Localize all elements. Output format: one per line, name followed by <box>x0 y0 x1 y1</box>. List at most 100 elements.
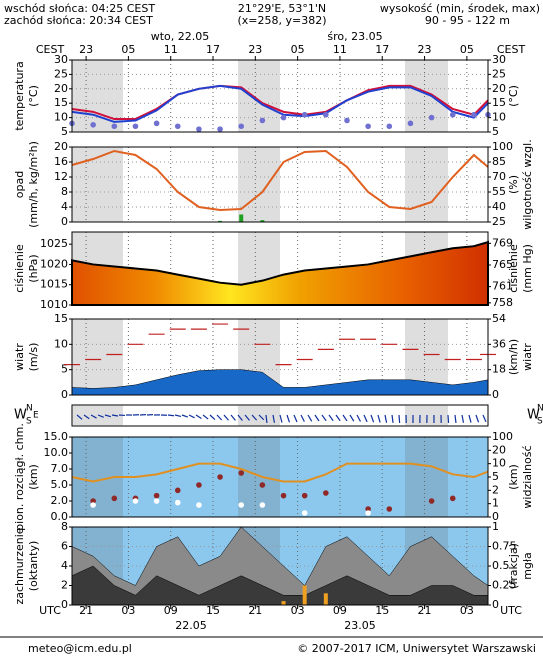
dot <box>259 482 266 488</box>
y-tick-label: 30 <box>492 53 506 66</box>
y-tick-label: 1 <box>492 520 499 533</box>
y-tick-label: 15 <box>492 96 506 109</box>
dot <box>217 126 223 132</box>
bottom-axis-label: UTC <box>39 604 61 617</box>
wind-arrow <box>237 414 243 421</box>
elevation-title: wysokość (min, środek, max) <box>380 2 540 15</box>
dot <box>238 470 245 476</box>
dot <box>217 474 223 480</box>
y-tick-label: 5 <box>61 363 68 376</box>
dot <box>111 123 118 130</box>
coords: 21°29'E, 53°1'N <box>238 2 326 15</box>
y-tick-label: 1010 <box>40 298 68 311</box>
bar <box>260 220 265 222</box>
dot <box>471 111 477 118</box>
wind-arrow <box>209 414 216 421</box>
wind-arrow <box>188 414 195 419</box>
y-tick-label: 12 <box>54 170 68 183</box>
bottom-date: 23.05 <box>344 619 376 632</box>
wind-arrow <box>454 414 457 423</box>
wind-arrow <box>90 414 97 419</box>
wind-arrow <box>272 414 276 423</box>
y2-axis-label: mgła <box>521 552 534 580</box>
y-tick-label: 100 <box>492 430 513 443</box>
top-tick-label: 23 <box>418 43 432 56</box>
wind-arrow <box>104 414 112 418</box>
y-axis-label: zachmurzenie <box>13 527 26 604</box>
y2-axis-label: (mm Hg) <box>521 244 534 293</box>
wind-arrow <box>475 414 480 423</box>
y-tick-label: 1 <box>492 497 499 510</box>
wind-arrow <box>482 414 487 423</box>
dot <box>196 502 202 508</box>
y-tick-label: 20 <box>54 140 68 153</box>
y-tick-label: 765 <box>492 258 513 271</box>
y-tick-label: 70 <box>492 170 506 183</box>
y-axis-label: pion. rozciągł. chm. <box>13 423 26 531</box>
y2-axis-label: (%) <box>507 175 520 194</box>
wind-arrow <box>377 414 381 423</box>
wind-arrow <box>328 414 334 422</box>
wind-arrow <box>293 414 298 423</box>
wind-arrow <box>384 414 388 423</box>
panel-bg <box>72 60 488 132</box>
y-tick-label: 758 <box>492 296 513 309</box>
dot <box>259 502 266 508</box>
wind-arrow <box>398 414 401 424</box>
bar <box>323 593 328 605</box>
y-tick-label: 1025 <box>40 237 68 250</box>
bottom-tick-label: 03 <box>291 604 305 617</box>
night-band <box>405 437 448 517</box>
dot <box>428 498 435 504</box>
dot <box>301 510 308 516</box>
compass: S <box>26 417 32 427</box>
wind-arrow <box>356 414 362 422</box>
y-axis-label: temperatura <box>13 61 26 130</box>
y-tick-label: 0 <box>492 510 499 523</box>
y-tick-label: 8 <box>61 185 68 198</box>
dot <box>386 506 393 512</box>
y-tick-label: 40 <box>492 200 506 213</box>
area <box>71 565 489 606</box>
y-tick-label: 7.0 <box>51 462 69 475</box>
y-tick-label: 15.0 <box>44 430 69 443</box>
y-tick-label: 8 <box>61 520 68 533</box>
footer-copyright: © 2007-2017 ICM, Uniwersytet Warszawski <box>297 642 536 655</box>
y-axis-label: (km) <box>27 464 40 490</box>
y-tick-label: 36 <box>492 337 506 350</box>
dot <box>238 123 245 130</box>
night-band <box>72 405 123 426</box>
y2-axis-label: wiatr <box>521 343 534 371</box>
wind-arrow <box>167 414 175 417</box>
y-tick-label: 2 <box>61 579 68 592</box>
bar <box>302 585 307 605</box>
wind-arrow <box>174 414 182 417</box>
y-tick-label: 100 <box>492 140 513 153</box>
y-tick-label: 0 <box>61 388 68 401</box>
y-tick-label: 1020 <box>40 257 68 270</box>
top-tick-label: 17 <box>206 43 220 56</box>
area <box>71 240 489 306</box>
top-tick-label: 11 <box>333 43 347 56</box>
dot <box>428 114 435 121</box>
y2-axis-label: (km/h) <box>507 339 520 375</box>
dot <box>132 498 139 504</box>
dot <box>365 123 371 130</box>
wind-arrow <box>363 414 368 423</box>
elevation: 90 - 95 - 122 m <box>425 14 510 27</box>
top-tick-label: 23 <box>248 43 262 56</box>
bar <box>218 220 223 222</box>
y-tick-label: 16 <box>54 155 68 168</box>
dot <box>132 123 139 130</box>
top-tick-label: 05 <box>121 43 135 56</box>
y-axis-label: (m/s) <box>27 343 40 372</box>
dot <box>238 502 245 508</box>
y-tick-label: 769 <box>492 236 513 249</box>
wind-arrow <box>342 414 348 422</box>
dot <box>90 502 96 508</box>
dot <box>174 123 181 130</box>
y-tick-label: 18 <box>492 363 506 376</box>
bottom-axis-label: UTC <box>500 604 522 617</box>
panel-frame <box>71 526 489 606</box>
